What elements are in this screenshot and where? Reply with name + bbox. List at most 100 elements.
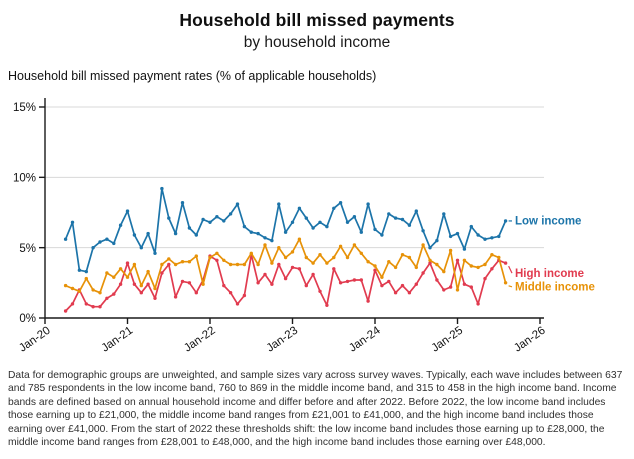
x-tick-label: Jan-23 — [265, 325, 301, 355]
y-tick-label: 0% — [19, 313, 36, 325]
data-point — [139, 283, 143, 288]
data-point — [208, 220, 212, 224]
data-point — [393, 216, 398, 220]
data-point — [345, 279, 350, 284]
chart-header: Household bill missed payments by househ… — [0, 9, 634, 53]
data-point — [201, 282, 205, 286]
data-point — [380, 283, 384, 288]
data-point — [242, 262, 247, 267]
data-point — [84, 276, 89, 281]
data-point — [400, 253, 405, 257]
data-point — [325, 224, 329, 229]
data-point — [105, 271, 109, 275]
data-point — [380, 233, 384, 237]
data-point — [469, 224, 473, 229]
data-point — [63, 237, 68, 241]
data-point — [215, 215, 219, 219]
data-point — [146, 231, 150, 236]
data-point — [318, 289, 322, 293]
data-point — [63, 283, 68, 288]
data-point — [249, 251, 253, 255]
data-point — [263, 272, 267, 277]
series-low-income: Low income — [63, 186, 581, 274]
data-point — [125, 261, 130, 265]
data-point — [442, 269, 446, 274]
data-point — [187, 281, 192, 285]
data-point — [70, 286, 75, 291]
data-point — [283, 255, 288, 260]
series-line-high-income — [64, 253, 507, 312]
data-point — [235, 202, 240, 206]
data-point — [373, 264, 377, 268]
x-tick-label: Jan-21 — [100, 325, 136, 355]
data-point — [304, 255, 308, 260]
data-point — [352, 215, 357, 219]
data-point — [469, 285, 473, 289]
data-point — [421, 271, 425, 275]
data-point — [270, 282, 274, 286]
data-point — [448, 248, 453, 253]
data-point — [63, 309, 68, 313]
y-tick-label: 15% — [13, 102, 36, 114]
data-point — [112, 292, 116, 296]
data-point — [194, 254, 198, 258]
data-point — [414, 265, 418, 270]
data-point — [263, 236, 267, 240]
data-point — [105, 237, 109, 241]
data-point — [462, 247, 467, 251]
data-point — [462, 282, 467, 286]
data-point — [153, 286, 157, 291]
data-point — [373, 268, 377, 272]
data-point — [98, 240, 102, 244]
data-point — [77, 289, 82, 293]
data-point — [222, 219, 226, 223]
data-point — [208, 255, 212, 260]
data-point — [338, 201, 343, 205]
footnote: Data for demographic groups are unweight… — [8, 370, 623, 449]
data-point — [173, 295, 178, 299]
data-point — [332, 206, 336, 210]
data-point — [91, 246, 95, 250]
data-point — [332, 267, 336, 271]
data-point — [277, 202, 281, 206]
data-point — [476, 233, 480, 237]
data-point — [194, 291, 198, 295]
data-point — [503, 219, 508, 223]
data-point — [400, 217, 405, 222]
data-point — [442, 288, 446, 292]
data-point — [187, 226, 192, 230]
x-tick-label: Jan-24 — [347, 324, 383, 354]
data-point — [132, 262, 137, 267]
data-point — [167, 257, 171, 261]
data-point — [167, 262, 171, 267]
data-point — [332, 255, 336, 260]
x-tick-label: Jan-25 — [430, 325, 466, 355]
data-point — [118, 282, 123, 286]
data-point — [359, 230, 363, 234]
data-point — [366, 202, 370, 206]
data-point — [263, 243, 267, 247]
data-point — [428, 258, 432, 262]
data-point — [187, 260, 192, 264]
data-point — [125, 275, 130, 279]
data-point — [338, 281, 343, 285]
data-point — [311, 261, 315, 265]
data-point — [125, 209, 130, 213]
data-point — [476, 302, 480, 306]
data-point — [304, 283, 308, 288]
data-point — [290, 250, 295, 254]
series-high-income: High income — [63, 253, 584, 313]
data-point — [91, 305, 95, 309]
x-tick-label: Jan-26 — [512, 325, 548, 355]
data-point — [277, 262, 281, 267]
data-point — [146, 269, 150, 274]
data-point — [139, 291, 143, 295]
data-point — [153, 296, 157, 300]
data-point — [256, 262, 260, 267]
data-point — [270, 261, 274, 265]
data-point — [297, 267, 302, 271]
data-point — [503, 261, 508, 265]
data-point — [70, 302, 75, 306]
data-point — [318, 253, 322, 257]
data-point — [497, 234, 501, 239]
